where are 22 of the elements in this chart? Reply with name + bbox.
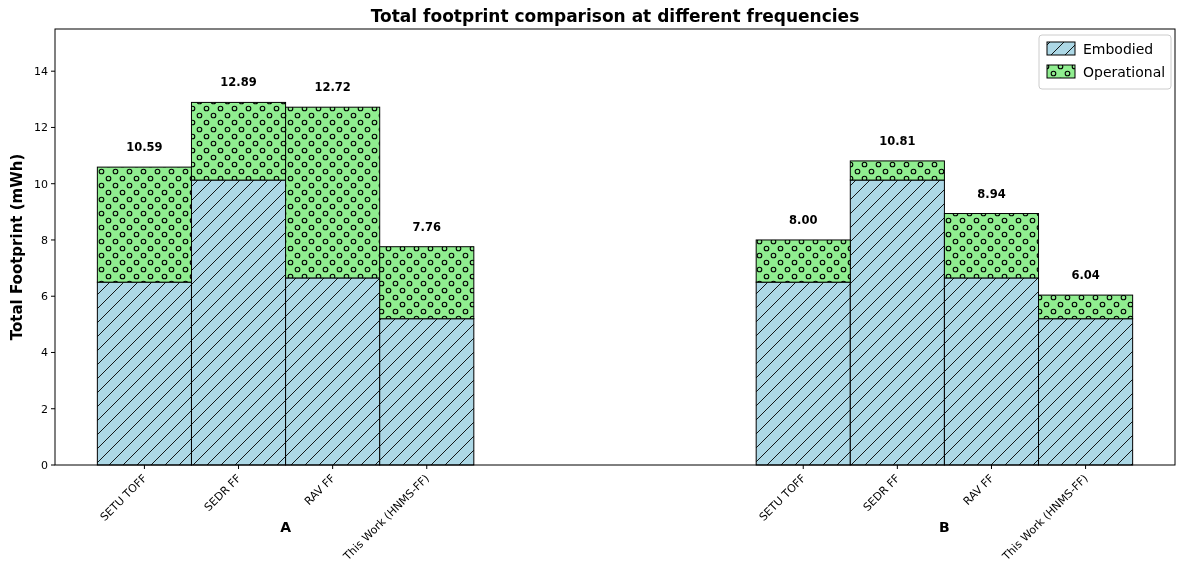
total-label: 12.72: [314, 80, 351, 95]
total-label: 10.81: [879, 133, 916, 148]
total-label: 6.04: [1071, 268, 1100, 283]
text: A: [280, 519, 292, 535]
y-tick-label: 2: [41, 402, 48, 416]
total-label: 7.76: [412, 219, 441, 234]
legend-label: Embodied: [1083, 40, 1154, 57]
y-axis-title: Total Footprint (mWh): [8, 153, 26, 341]
total-label: 8.00: [789, 212, 818, 227]
text: B: [939, 519, 950, 535]
total-label: 8.94: [977, 186, 1006, 201]
y-tick-label: 14: [34, 65, 48, 79]
y-tick-label: 10: [34, 177, 48, 191]
total-label: 10.59: [126, 140, 163, 155]
y-tick-label: 0: [41, 458, 48, 472]
y-tick-label: 4: [41, 346, 48, 360]
y-tick-label: 12: [34, 121, 48, 135]
y-tick-label: 8: [41, 233, 48, 247]
total-label: 12.89: [220, 75, 257, 90]
legend-label: Operational: [1083, 63, 1166, 80]
chart-title: Total footprint comparison at different frequencies: [370, 6, 860, 26]
y-tick-label: 6: [41, 290, 48, 304]
